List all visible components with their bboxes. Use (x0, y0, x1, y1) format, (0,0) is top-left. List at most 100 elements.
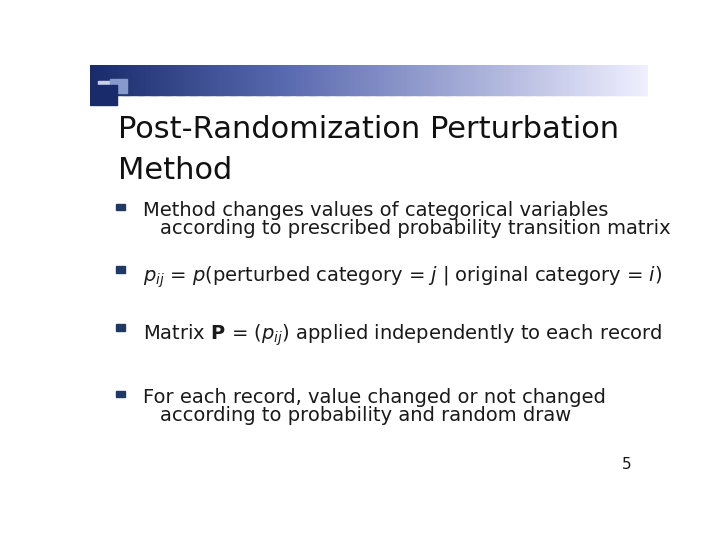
Bar (323, 65, 325, 94)
Text: Post-Randomization Perturbation: Post-Randomization Perturbation (118, 114, 619, 144)
Bar (505, 65, 507, 94)
Bar (354, 65, 356, 94)
Bar (144, 65, 146, 94)
Bar (348, 65, 351, 94)
Text: For each record, value changed or not changed: For each record, value changed or not ch… (143, 388, 606, 407)
Bar (618, 65, 621, 94)
Bar (622, 65, 624, 94)
Bar (503, 65, 505, 94)
Bar (99, 65, 102, 94)
Bar (114, 65, 117, 94)
Bar (540, 65, 543, 94)
Bar (269, 65, 271, 94)
Bar (209, 65, 212, 94)
Bar (412, 65, 414, 94)
Bar (473, 65, 476, 94)
Bar (533, 65, 535, 94)
Bar (256, 65, 258, 94)
Bar (272, 65, 275, 94)
Bar (297, 65, 299, 94)
Bar (233, 65, 235, 94)
Bar (440, 65, 442, 94)
Bar (116, 65, 119, 94)
Bar (122, 65, 124, 94)
Bar (228, 65, 230, 94)
Bar (609, 65, 611, 94)
Bar (562, 65, 565, 94)
Text: 5: 5 (621, 457, 631, 472)
Bar (174, 65, 176, 94)
Bar (99, 82, 111, 91)
Bar (371, 65, 373, 94)
Bar (293, 65, 295, 94)
Bar (90, 65, 92, 94)
Bar (183, 65, 186, 94)
Bar (590, 65, 593, 94)
Bar (526, 65, 528, 94)
Bar (328, 65, 330, 94)
Bar (356, 65, 359, 94)
Bar (129, 65, 132, 94)
Bar (360, 65, 362, 94)
Bar (481, 65, 483, 94)
Bar (546, 65, 548, 94)
Bar (240, 65, 243, 94)
Bar (593, 65, 595, 94)
Bar (235, 65, 238, 94)
Bar (419, 65, 422, 94)
Bar (472, 65, 474, 94)
Bar (282, 65, 284, 94)
Bar (486, 65, 489, 94)
Bar (253, 65, 256, 94)
Text: according to probability and random draw: according to probability and random draw (160, 406, 571, 425)
Bar (291, 65, 293, 94)
Bar (226, 65, 228, 94)
Bar (454, 65, 457, 94)
Bar (413, 65, 416, 94)
Bar (611, 65, 613, 94)
Bar (338, 65, 340, 94)
Bar (116, 204, 125, 210)
Bar (529, 65, 531, 94)
Bar (477, 65, 480, 94)
Bar (393, 65, 395, 94)
Bar (243, 65, 245, 94)
Bar (575, 65, 578, 94)
Bar (185, 65, 187, 94)
Bar (252, 65, 254, 94)
Text: according to prescribed probability transition matrix: according to prescribed probability tran… (160, 219, 670, 238)
Bar (469, 65, 472, 94)
Bar (566, 65, 569, 94)
Bar (116, 324, 125, 331)
Bar (438, 65, 440, 94)
Bar (507, 65, 509, 94)
Bar (110, 65, 113, 94)
Bar (490, 65, 492, 94)
Bar (258, 65, 260, 94)
Bar (377, 65, 379, 94)
Bar (278, 65, 280, 94)
Bar (521, 65, 524, 94)
Bar (294, 65, 297, 94)
Bar (224, 65, 226, 94)
Bar (304, 65, 306, 94)
Bar (523, 65, 526, 94)
Bar (189, 65, 191, 94)
Bar (587, 65, 589, 94)
Bar (345, 65, 347, 94)
Bar (479, 65, 481, 94)
Bar (198, 65, 200, 94)
Bar (626, 65, 628, 94)
Bar (418, 65, 420, 94)
Bar (518, 65, 521, 94)
Bar (116, 391, 125, 397)
Bar (574, 65, 576, 94)
Bar (250, 65, 253, 94)
Bar (601, 65, 604, 94)
Bar (107, 65, 109, 94)
Bar (445, 65, 448, 94)
Bar (289, 65, 292, 94)
Bar (579, 65, 582, 94)
Bar (629, 65, 632, 94)
Bar (386, 65, 388, 94)
